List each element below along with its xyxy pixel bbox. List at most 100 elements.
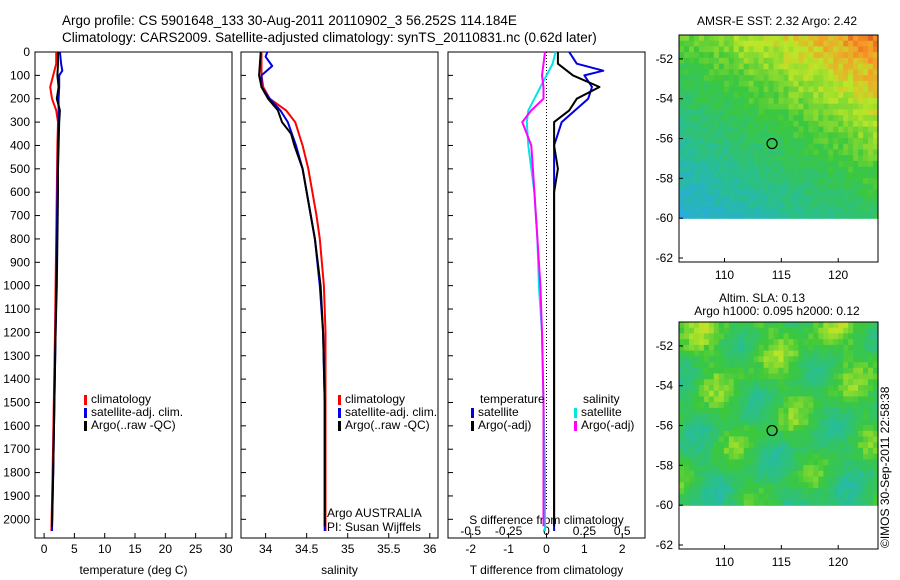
- series-line: [553, 51, 605, 531]
- heatmap-cell: [679, 57, 685, 65]
- heatmap-cell: [708, 442, 715, 449]
- heatmap-cell: [693, 40, 700, 47]
- heatmap-cell: [708, 499, 715, 506]
- heatmap-cell: [778, 69, 785, 76]
- heatmap-cell: [773, 183, 780, 191]
- heatmap-cell: [858, 201, 864, 208]
- heatmap-cell: [684, 447, 690, 455]
- heatmap-cell: [703, 476, 710, 483]
- heatmap-cell: [868, 447, 874, 455]
- heatmap-cell: [793, 385, 799, 392]
- heatmap-cell: [853, 52, 859, 59]
- heatmap-cell: [684, 195, 690, 202]
- heatmap-cell: [803, 493, 809, 500]
- heatmap-cell: [793, 160, 799, 168]
- heatmap-cell: [778, 430, 785, 438]
- heatmap-cell: [753, 344, 760, 352]
- heatmap-cell: [703, 379, 710, 386]
- heatmap-cell: [843, 425, 849, 432]
- heatmap-cell: [684, 476, 690, 483]
- heatmap-cell: [713, 80, 720, 88]
- heatmap-cell: [818, 92, 824, 99]
- heatmap-cell: [803, 339, 809, 346]
- heatmap-cell: [863, 488, 869, 495]
- heatmap-cell: [803, 126, 809, 133]
- heatmap-cell: [748, 493, 755, 500]
- heatmap-cell: [813, 92, 819, 99]
- heatmap-cell: [689, 35, 695, 42]
- heatmap-cell: [689, 115, 695, 122]
- heatmap-cell: [723, 126, 730, 133]
- heatmap-cell: [738, 390, 745, 397]
- heatmap-cell: [738, 367, 745, 375]
- heatmap-cell: [838, 172, 844, 179]
- heatmap-cell: [713, 120, 720, 128]
- heatmap-cell: [813, 109, 819, 116]
- heatmap-cell: [693, 379, 700, 386]
- heatmap-cell: [763, 120, 770, 128]
- heatmap-cell: [708, 206, 715, 213]
- heatmap-cell: [768, 206, 775, 213]
- heatmap-cell: [689, 339, 695, 346]
- heatmap-cell: [853, 98, 859, 105]
- heatmap-cell: [813, 425, 819, 432]
- heatmap-cell: [763, 333, 770, 340]
- heatmap-cell: [684, 413, 690, 420]
- heatmap-cell: [843, 482, 849, 489]
- heatmap-cell: [743, 425, 750, 432]
- heatmap-cell: [838, 385, 844, 392]
- heatmap-cell: [698, 459, 705, 466]
- heatmap-cell: [818, 430, 824, 438]
- heatmap-cell: [728, 92, 735, 99]
- heatmap-cell: [873, 419, 879, 426]
- heatmap-cell: [738, 189, 745, 196]
- heatmap-cell: [818, 120, 824, 128]
- heatmap-cell: [868, 132, 874, 139]
- heatmap-cell: [783, 396, 790, 403]
- heatmap-cell: [783, 160, 790, 168]
- heatmap-cell: [698, 476, 705, 483]
- y-tick-label: 800: [10, 232, 30, 246]
- heatmap-cell: [763, 379, 770, 386]
- heatmap-cell: [823, 379, 829, 386]
- heatmap-cell: [728, 493, 735, 500]
- heatmap-cell: [783, 57, 790, 65]
- heatmap-cell: [838, 143, 844, 151]
- heatmap-cell: [798, 189, 804, 196]
- heatmap-cell: [773, 126, 780, 133]
- heatmap-cell: [743, 442, 750, 449]
- heatmap-cell: [813, 339, 819, 346]
- heatmap-cell: [808, 206, 814, 213]
- x-tick-label: 110: [715, 555, 734, 569]
- heatmap-cell: [803, 373, 809, 380]
- heatmap-cell: [823, 367, 829, 375]
- heatmap-cell: [823, 75, 829, 82]
- heatmap-cell: [713, 327, 720, 334]
- heatmap-cell: [868, 333, 874, 340]
- heatmap-cell: [788, 103, 795, 110]
- heatmap-cell: [788, 201, 795, 208]
- heatmap-cell: [848, 322, 854, 329]
- heatmap-cell: [798, 120, 804, 128]
- heatmap-cell: [783, 430, 790, 438]
- heatmap-cell: [703, 385, 710, 392]
- heatmap-cell: [793, 155, 799, 162]
- heatmap-cell: [838, 413, 844, 420]
- heatmap-cell: [684, 115, 690, 122]
- heatmap-cell: [728, 52, 735, 59]
- heatmap-cell: [868, 75, 874, 82]
- heatmap-cell: [848, 499, 854, 506]
- heatmap-cell: [689, 436, 695, 443]
- heatmap-cell: [778, 396, 785, 403]
- heatmap-cell: [808, 40, 814, 47]
- heatmap-cell: [828, 327, 834, 334]
- heatmap-cell: [689, 407, 695, 415]
- heatmap-cell: [803, 367, 809, 375]
- heatmap-cell: [733, 362, 740, 369]
- heatmap-cell: [843, 120, 849, 128]
- heatmap-cell: [689, 40, 695, 47]
- heatmap-cell: [808, 166, 814, 173]
- heatmap-cell: [873, 339, 879, 346]
- heatmap-cell: [708, 327, 715, 334]
- heatmap-cell: [863, 63, 869, 70]
